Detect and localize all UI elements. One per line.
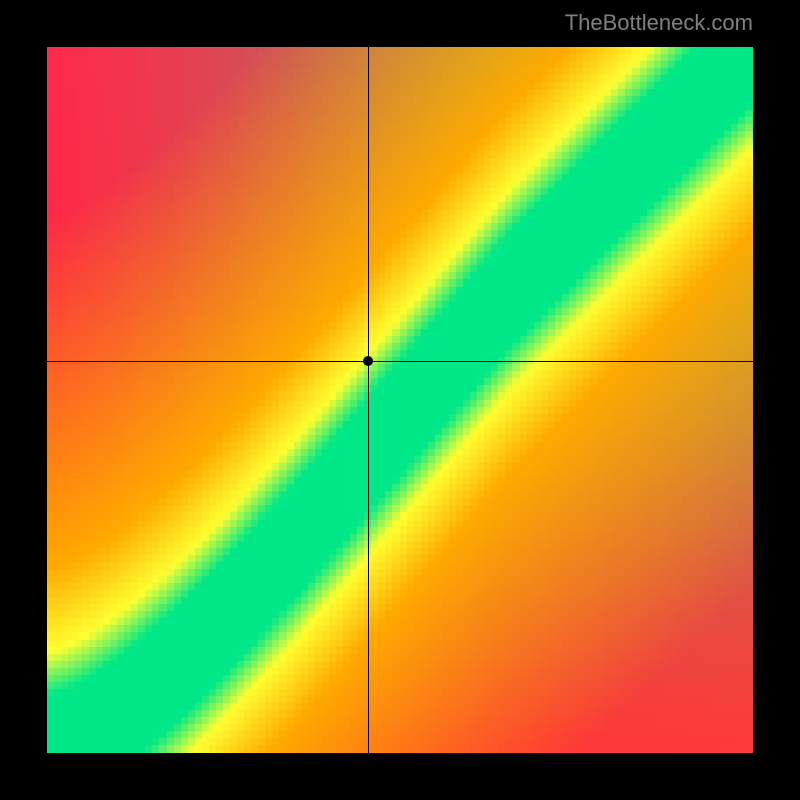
heatmap-canvas — [47, 47, 753, 753]
bottleneck-heatmap — [47, 47, 753, 753]
attribution-text: TheBottleneck.com — [565, 10, 753, 36]
